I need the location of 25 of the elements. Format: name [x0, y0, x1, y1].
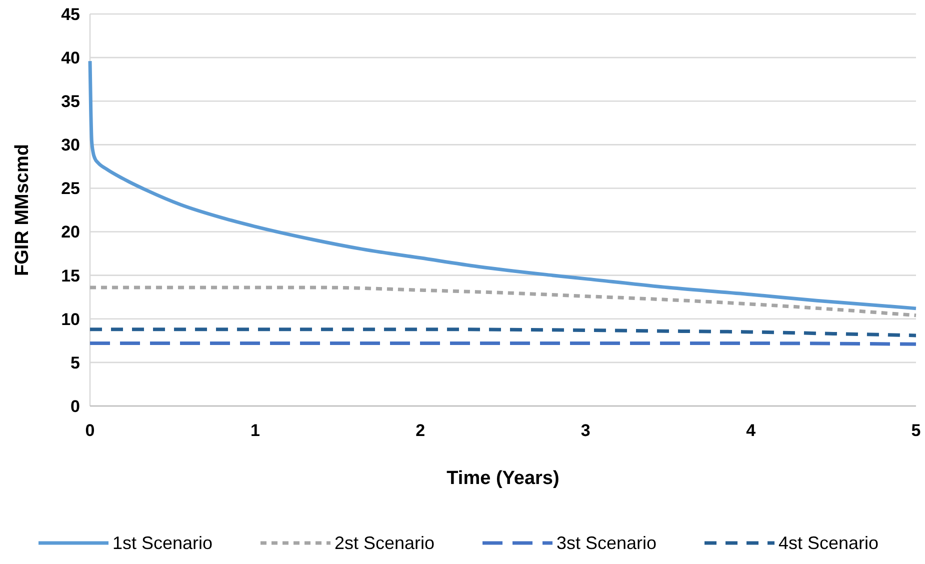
- legend-label: 1st Scenario: [112, 533, 213, 553]
- y-tick-label: 0: [70, 396, 80, 416]
- y-tick-label: 5: [70, 353, 80, 372]
- y-tick-label: 40: [61, 48, 80, 68]
- x-tick-label: 1: [250, 421, 260, 440]
- y-axis-title: FGIR MMscmd: [12, 144, 33, 276]
- legend-label: 4st Scenario: [778, 533, 879, 553]
- y-tick-label: 10: [61, 310, 80, 329]
- x-tick-label: 5: [911, 421, 921, 440]
- y-tick-label: 25: [61, 179, 80, 198]
- legend-label: 2st Scenario: [334, 533, 435, 553]
- line-series: [88, 286, 918, 318]
- legend-label: 3st Scenario: [556, 533, 657, 553]
- x-tick-label: 4: [746, 421, 756, 440]
- y-tick-label: 15: [61, 266, 80, 286]
- x-tick-label: 3: [580, 421, 590, 440]
- x-tick-label: 2: [416, 421, 426, 440]
- line-series: [88, 328, 918, 338]
- y-tick-label: 30: [61, 136, 80, 155]
- y-tick-label: 45: [61, 4, 80, 24]
- x-axis-title: Time (Years): [446, 468, 560, 489]
- line-series: [88, 59, 918, 310]
- y-tick-label: 35: [61, 92, 80, 112]
- x-tick-label: 0: [85, 421, 95, 440]
- y-tick-label: 20: [61, 222, 80, 242]
